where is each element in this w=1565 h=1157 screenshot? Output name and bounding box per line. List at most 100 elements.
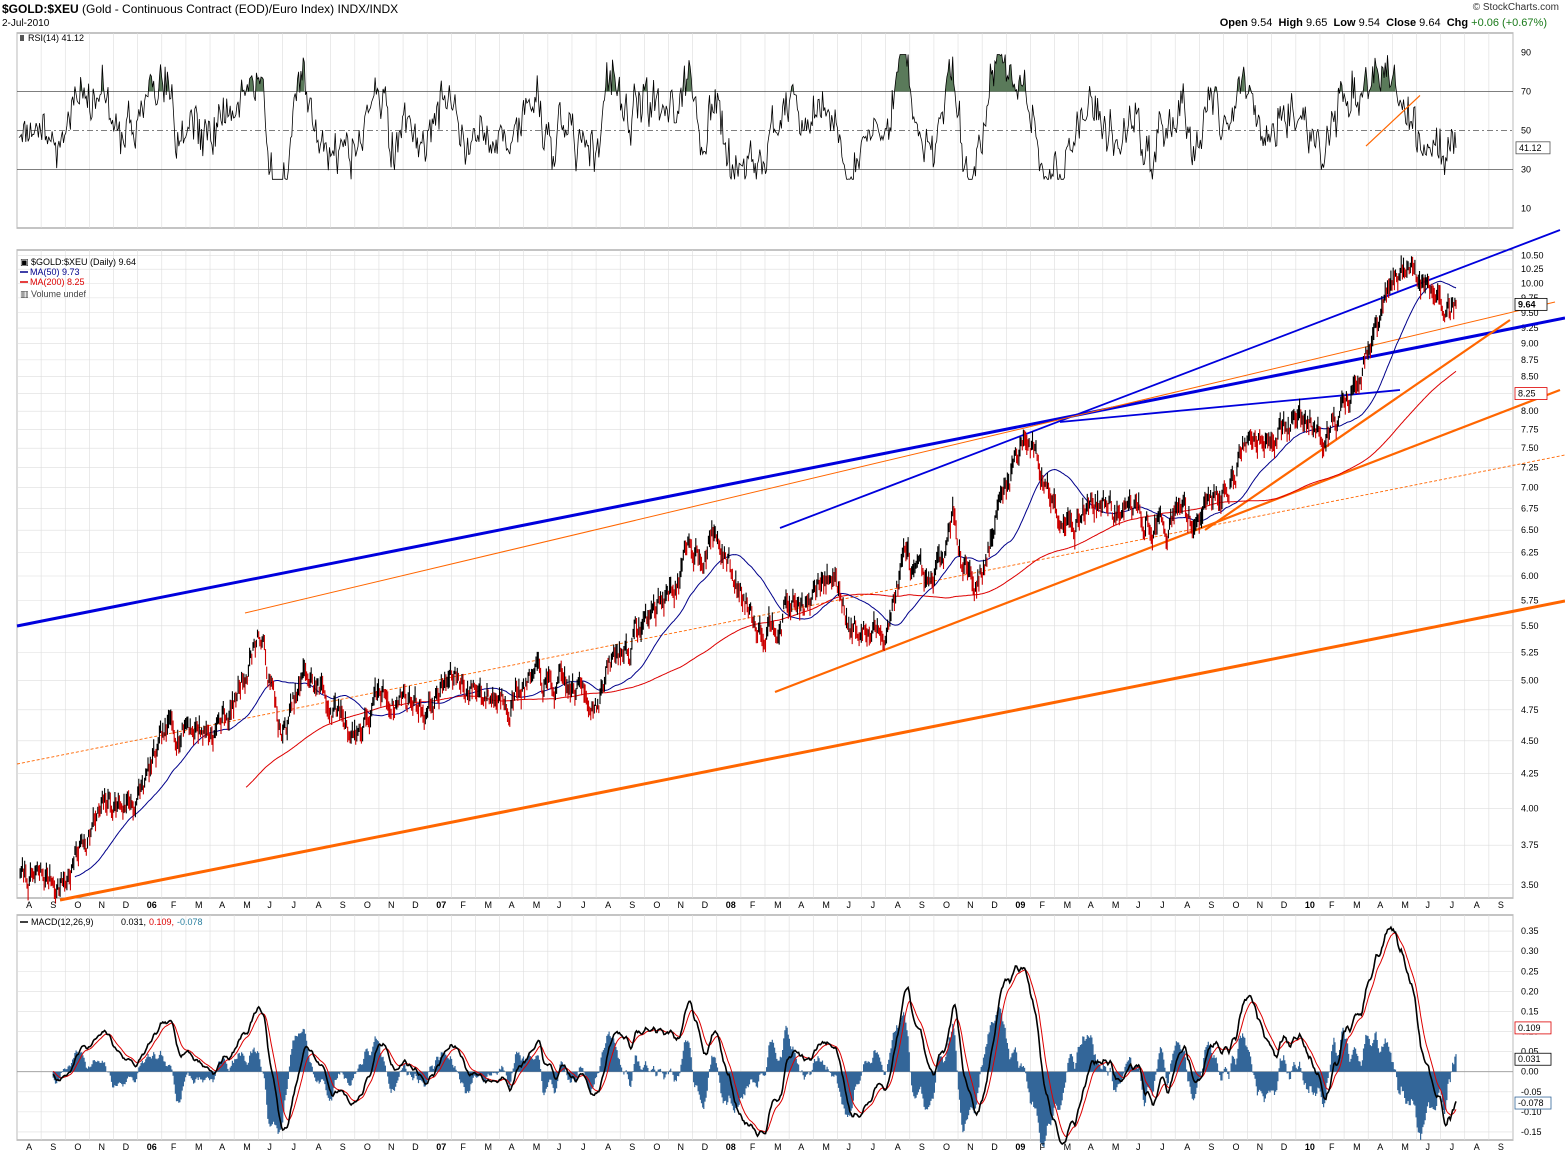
macd-tick-label: -0.05 <box>1521 1087 1542 1097</box>
price-tick-label: 9.25 <box>1521 323 1539 333</box>
macd-tick-label: -0.15 <box>1521 1127 1542 1137</box>
price-tick-label: 10.50 <box>1521 250 1544 260</box>
macd-legend-hist-value: -0.078 <box>177 917 203 927</box>
rsi-tick-label: 10 <box>1521 204 1531 214</box>
x-axis-month-label: F <box>460 900 466 910</box>
x-axis-month-label: A <box>1088 1142 1094 1152</box>
x-axis-month-label: J <box>267 900 272 910</box>
x-axis-month-label: 09 <box>1015 1142 1025 1152</box>
x-axis-month-label: D <box>123 900 130 910</box>
price-tick-label: 9.50 <box>1521 308 1539 318</box>
macd-legend: MACD(12,26,9) <box>31 917 94 927</box>
trendline-orange-steep <box>1204 319 1511 531</box>
price-tick-label: 7.75 <box>1521 424 1539 434</box>
x-axis-month-label: N <box>98 900 105 910</box>
x-axis-month-label: S <box>50 900 56 910</box>
ma50-line <box>74 280 1457 878</box>
x-axis-month-label: M <box>774 900 782 910</box>
x-axis-month-label: O <box>364 1142 371 1152</box>
price-tick-label: 9.75 <box>1521 293 1539 303</box>
rsi-tick-label: 30 <box>1521 165 1531 175</box>
price-tick-label: 7.00 <box>1521 483 1539 493</box>
ma200-current-label: 8.25 <box>1518 389 1536 399</box>
x-axis-month-label: J <box>581 1142 586 1152</box>
high-value: 9.65 <box>1305 17 1328 29</box>
price-tick-label: 4.75 <box>1521 705 1539 715</box>
macd-value-label: 0.109 <box>1518 1023 1541 1033</box>
chart-date: 2-Jul-2010 <box>2 18 50 29</box>
x-axis-month-label: M <box>243 1142 251 1152</box>
trendline-orange-dashed <box>16 454 1565 765</box>
x-axis-month-label: M <box>195 900 203 910</box>
x-axis-month-label: N <box>967 1142 974 1152</box>
x-axis-month-label: 10 <box>1305 900 1315 910</box>
rsi-current-label: 41.12 <box>1519 143 1542 153</box>
high-label: High <box>1278 17 1303 29</box>
x-axis-month-label: 09 <box>1015 900 1025 910</box>
x-axis-month-label: A <box>798 900 804 910</box>
macd-signal-line <box>52 932 1457 1137</box>
x-axis-month-label: J <box>267 1142 272 1152</box>
chart-title: $GOLD:$XEU (Gold - Continuous Contract (… <box>2 2 398 16</box>
x-axis-month-label: J <box>1426 900 1431 910</box>
x-axis-month-label: J <box>291 900 296 910</box>
x-axis-month-label: J <box>1160 1142 1165 1152</box>
price-tick-label: 6.25 <box>1521 548 1539 558</box>
x-axis-month-label: D <box>991 900 998 910</box>
x-axis-month-label: O <box>1233 1142 1240 1152</box>
x-axis-month-label: D <box>702 900 709 910</box>
x-axis-month-label: A <box>605 1142 611 1152</box>
macd-tick-label: 0.05 <box>1521 1047 1539 1057</box>
x-axis-month-label: F <box>171 900 177 910</box>
macd-tick-label: 0.15 <box>1521 1006 1539 1016</box>
price-tick-label: 8.75 <box>1521 355 1539 365</box>
x-axis-month-label: A <box>1184 900 1190 910</box>
ma200-line <box>245 370 1457 788</box>
rsi-panel: 90 70 50 30 10 RSI(14) 41.12 41.12 <box>16 32 1551 229</box>
price-legend-main: ▣ $GOLD:$XEU (Daily) 9.64 <box>20 257 136 267</box>
x-axis-month-label: M <box>822 1142 830 1152</box>
x-axis-month-label: A <box>26 900 32 910</box>
price-tick-label: 8.00 <box>1521 406 1539 416</box>
price-tick-label: 4.25 <box>1521 769 1539 779</box>
x-axis-month-label: S <box>629 1142 635 1152</box>
x-axis-month-label: M <box>822 900 830 910</box>
x-axis-month-label: A <box>1088 900 1094 910</box>
x-axis-month-label: M <box>485 900 493 910</box>
macd-value-label: 0.031 <box>1518 1054 1541 1064</box>
x-axis-month-label: D <box>412 1142 419 1152</box>
x-axis-month-label: M <box>533 900 541 910</box>
x-axis-month-label: J <box>1426 1142 1431 1152</box>
macd-panel: 0.350.300.250.200.150.100.050.00-0.05-0.… <box>16 914 1552 1148</box>
x-axis-month-label: A <box>316 1142 322 1152</box>
trendline-orange-long <box>59 599 1565 902</box>
price-tick-label: 4.00 <box>1521 803 1539 813</box>
x-axis-month-label: A <box>1377 1142 1383 1152</box>
x-axis-month-label: M <box>774 1142 782 1152</box>
x-axis-month-label: D <box>1281 1142 1288 1152</box>
x-axis-month-label: A <box>316 900 322 910</box>
x-axis-month-label: 08 <box>726 1142 736 1152</box>
x-axis-month-label: F <box>1329 1142 1335 1152</box>
price-tick-label: 7.50 <box>1521 443 1539 453</box>
x-axis-month-label: N <box>967 900 974 910</box>
macd-value-box <box>1514 1021 1552 1035</box>
x-axis-month-label: M <box>1353 900 1361 910</box>
price-tick-label: 3.50 <box>1521 880 1539 890</box>
rsi-trendline <box>1365 94 1421 147</box>
x-axis-month-label: M <box>1112 900 1120 910</box>
x-axis-month-label: M <box>533 1142 541 1152</box>
x-axis-month-label: M <box>243 900 251 910</box>
x-axis-month-label: J <box>1450 900 1455 910</box>
price-tick-label: 5.75 <box>1521 595 1539 605</box>
x-axis-month-label: O <box>74 900 81 910</box>
price-panel: 10.50 10.25 10.00 9.75 9.50 9.25 9.00 8.75 8.50 8… <box>16 229 1565 904</box>
price-tick-label: 7.25 <box>1521 463 1539 473</box>
price-tick-label: 3.75 <box>1521 840 1539 850</box>
rsi-legend-swatch <box>20 35 24 41</box>
x-axis-month-label: D <box>1281 900 1288 910</box>
chg-label: Chg <box>1446 17 1469 29</box>
x-axis-month-label: S <box>1208 900 1214 910</box>
x-axis-month-label: A <box>219 900 225 910</box>
x-axis-month-label: M <box>1112 1142 1120 1152</box>
